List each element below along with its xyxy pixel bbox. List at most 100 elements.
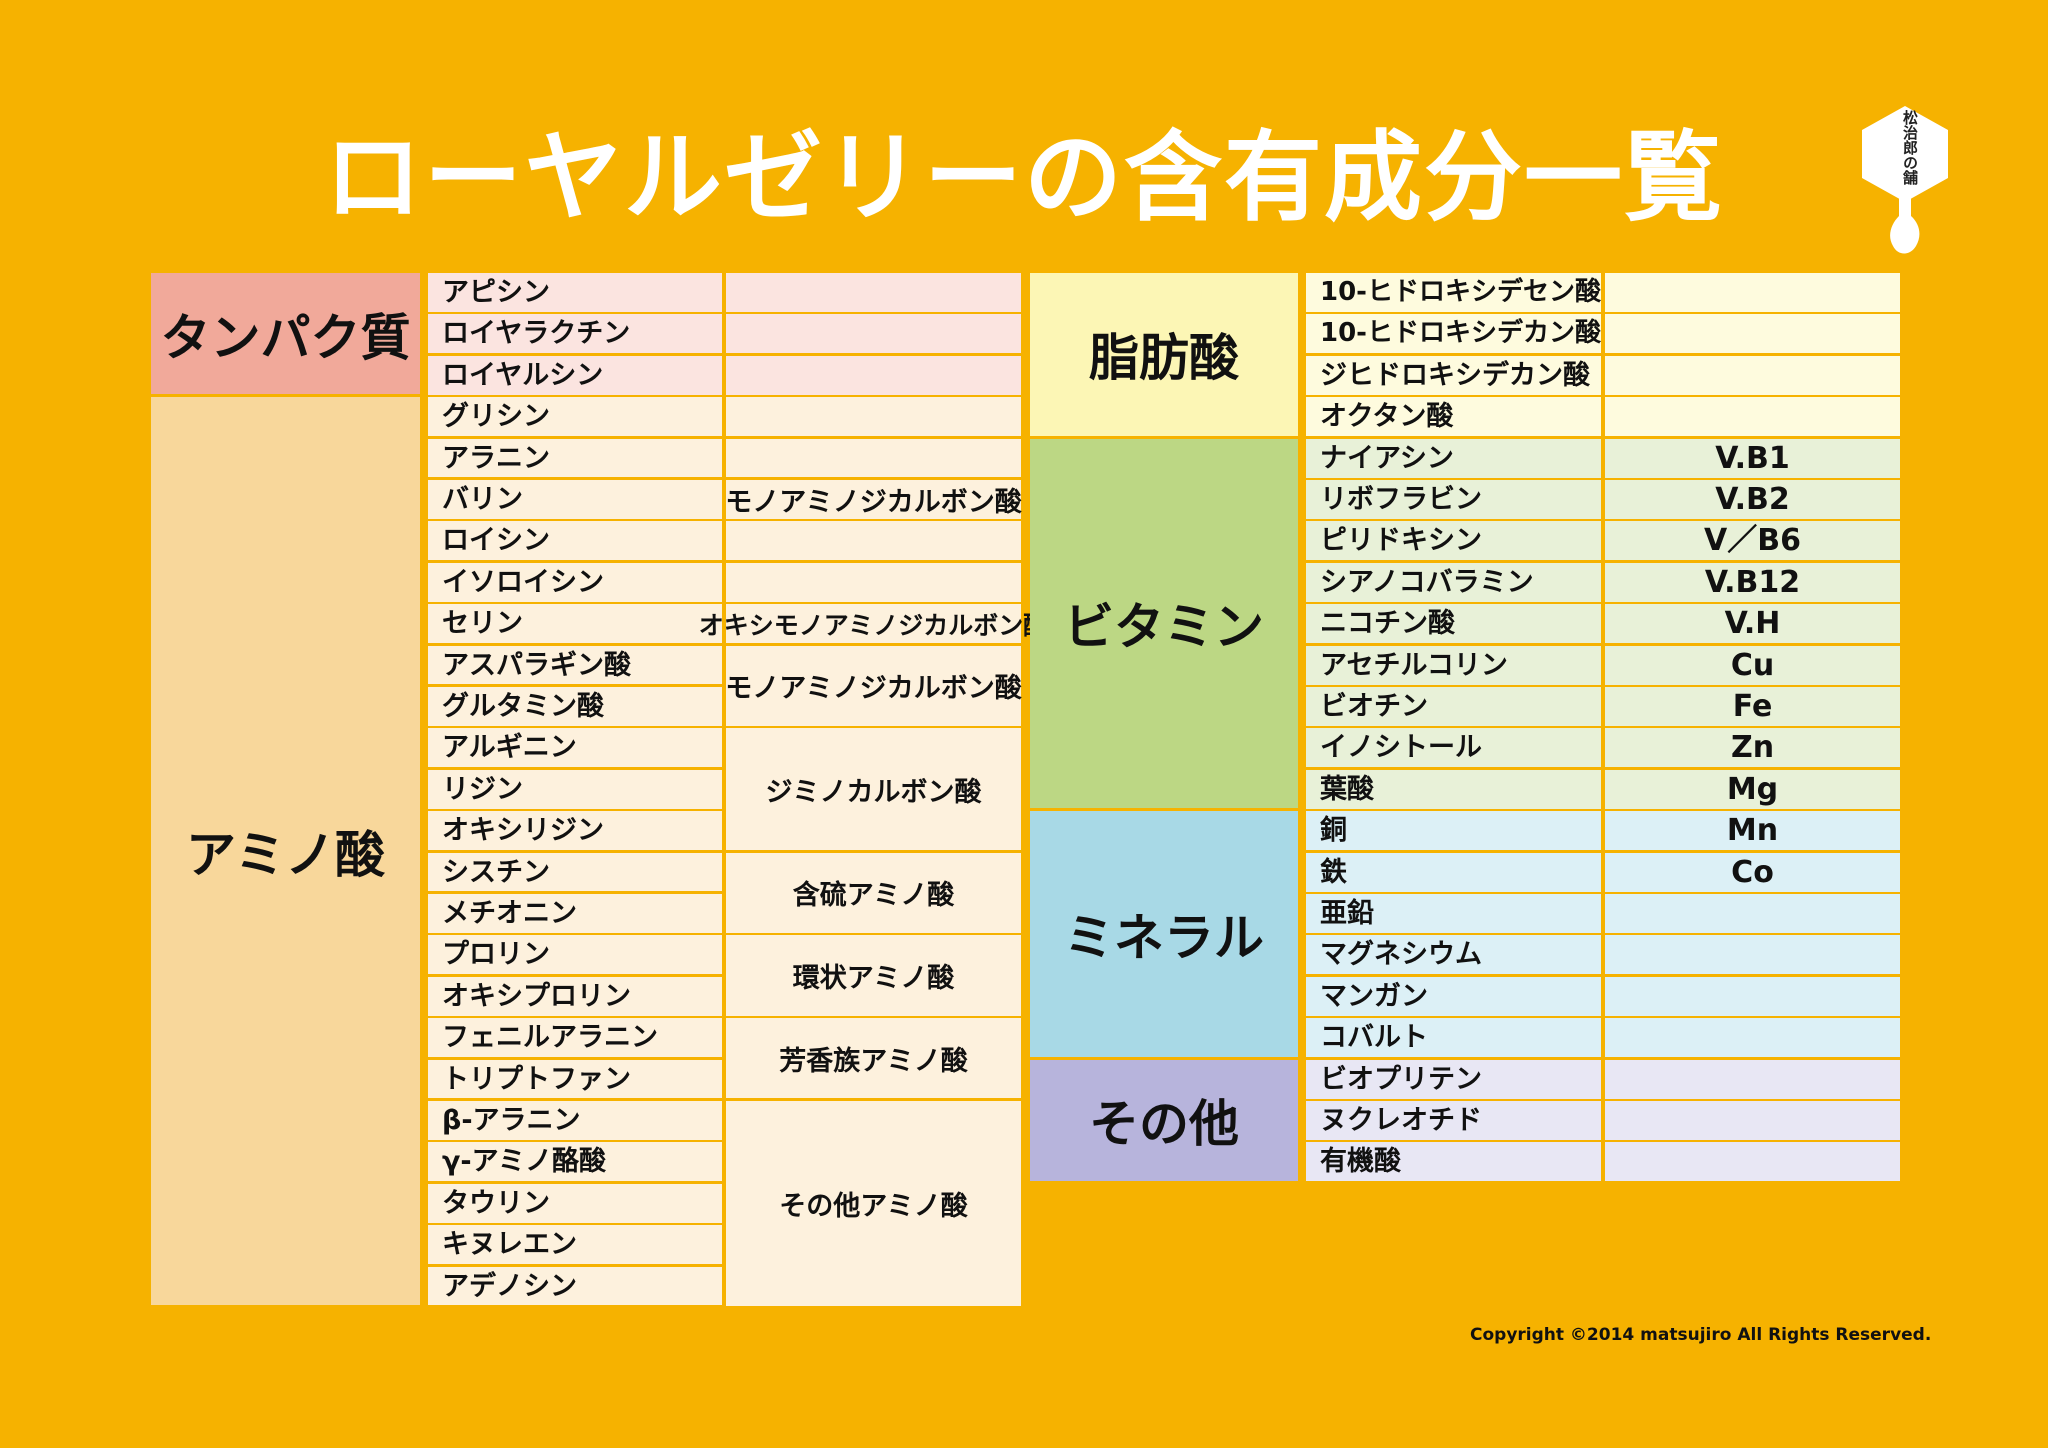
table-row: ピリドキシン V／B6 xyxy=(1306,521,1900,561)
table-row: アルギニン xyxy=(428,728,722,768)
component-name: グリシン xyxy=(442,401,550,433)
table-row: メチオニン xyxy=(428,894,722,933)
subgroup-cell xyxy=(726,438,1021,478)
component-value xyxy=(1605,397,1900,437)
component-name: リボフラビン xyxy=(1306,480,1601,519)
component-name: リジン xyxy=(442,773,523,805)
component-name: ロイシン xyxy=(442,525,550,557)
component-name: ロイヤルシン xyxy=(442,359,604,391)
component-name: フェニルアラニン xyxy=(442,1022,658,1054)
table-row: シスチン xyxy=(428,852,722,892)
table-row: プロリン xyxy=(428,935,722,975)
subgroup-label: モノアミノジカルボン酸 xyxy=(725,480,1022,519)
component-name: 銅 xyxy=(1306,811,1601,851)
subgroup-label: その他アミノ酸 xyxy=(726,1101,1021,1306)
table-row: ビオチン Fe xyxy=(1306,687,1900,726)
subgroup-label: ジミノカルボン酸 xyxy=(726,728,1021,851)
subgroup-cell xyxy=(726,355,1021,395)
component-name: ナイアシン xyxy=(1306,438,1601,478)
group-header-vitamin: ビタミン xyxy=(1030,438,1298,809)
table-row: 葉酸 Mg xyxy=(1306,769,1900,809)
subgroup-cell xyxy=(726,562,1021,602)
table-row: タウリン xyxy=(428,1183,722,1223)
subgroup-label: 含硫アミノ酸 xyxy=(726,852,1021,933)
table-row: キヌレエン xyxy=(428,1225,722,1265)
component-name: 10-ヒドロキシデカン酸 xyxy=(1306,314,1601,354)
component-value: Fe xyxy=(1605,687,1900,726)
table-row: 銅 Mn xyxy=(1306,811,1900,851)
subgroup-label: 環状アミノ酸 xyxy=(726,935,1021,1016)
table-row: 亜鉛 xyxy=(1306,894,1900,933)
table-row: シアノコバラミン V.B12 xyxy=(1306,562,1900,602)
table-row: オキシプロリン xyxy=(428,976,722,1016)
component-value: Cu xyxy=(1605,645,1900,685)
subgroup-label: 芳香族アミノ酸 xyxy=(726,1018,1021,1099)
table-row: 有機酸 xyxy=(1306,1142,1900,1182)
component-name: アラニン xyxy=(442,442,550,474)
component-name: アセチルコリン xyxy=(1306,645,1601,685)
component-value xyxy=(1605,894,1900,933)
component-name: イノシトール xyxy=(1306,728,1601,768)
group-header-amino-acid: アミノ酸 xyxy=(151,397,420,1305)
component-name: ニコチン酸 xyxy=(1306,604,1601,644)
table-row: ロイヤラクチン xyxy=(428,314,722,354)
component-name: ビオプリテン xyxy=(1306,1059,1601,1099)
component-name: バリン xyxy=(442,484,523,515)
table-row: フェニルアラニン xyxy=(428,1018,722,1058)
component-name: アデノシン xyxy=(442,1270,577,1302)
table-row: オキシリジン xyxy=(428,811,722,851)
subgroup-cell xyxy=(726,521,1021,561)
component-name: 葉酸 xyxy=(1306,769,1601,809)
table-row: グルタミン酸 xyxy=(428,687,722,726)
subgroup-label: オキシモノアミノジカルボン酸 xyxy=(699,604,1048,644)
component-name: 亜鉛 xyxy=(1306,894,1601,933)
component-name: γ-アミノ酪酸 xyxy=(442,1146,607,1178)
component-value xyxy=(1605,1018,1900,1058)
component-name: タウリン xyxy=(442,1187,550,1219)
honey-drop-logo xyxy=(1862,106,1948,254)
component-value: V.B1 xyxy=(1605,438,1900,478)
component-name: キヌレエン xyxy=(442,1229,577,1261)
subgroup-cell xyxy=(726,397,1021,437)
component-name: シスチン xyxy=(442,856,550,888)
component-value xyxy=(1605,314,1900,354)
component-name: 有機酸 xyxy=(1306,1142,1601,1182)
table-row: オクタン酸 xyxy=(1306,397,1900,437)
table-row: バリン xyxy=(428,480,722,519)
component-value xyxy=(1605,1101,1900,1140)
subgroup-label: モノアミノジカルボン酸 xyxy=(725,645,1022,726)
table-row: アスパラギン酸 xyxy=(428,645,722,685)
group-header-mineral: ミネラル xyxy=(1030,811,1298,1057)
table-row: ニコチン酸 V.H xyxy=(1306,604,1900,644)
component-name: ビオチン xyxy=(1306,687,1601,726)
table-row: リボフラビン V.B2 xyxy=(1306,480,1900,519)
component-value: V.B12 xyxy=(1605,562,1900,602)
component-name: β-アラニン xyxy=(442,1105,581,1136)
component-name: ピリドキシン xyxy=(1306,521,1601,561)
table-row: ビオプリテン xyxy=(1306,1059,1900,1099)
component-name: アスパラギン酸 xyxy=(442,649,631,681)
component-name: シアノコバラミン xyxy=(1306,562,1601,602)
component-name: マグネシウム xyxy=(1306,935,1601,975)
table-row: ロイヤルシン xyxy=(428,355,722,395)
table-row: 10-ヒドロキシデカン酸 xyxy=(1306,314,1900,354)
component-value: V／B6 xyxy=(1605,521,1900,561)
component-value: Co xyxy=(1605,852,1900,892)
table-row: イノシトール Zn xyxy=(1306,728,1900,768)
component-name: トリプトファン xyxy=(442,1063,631,1095)
component-value: Mg xyxy=(1605,769,1900,809)
component-name: オキシプロリン xyxy=(442,980,631,1012)
group-header-fatty-acid: 脂肪酸 xyxy=(1030,273,1298,436)
table-row: アデノシン xyxy=(428,1266,722,1306)
table-row: リジン xyxy=(428,769,722,809)
component-value xyxy=(1605,935,1900,975)
table-row: イソロイシン xyxy=(428,562,722,602)
component-name: セリン xyxy=(442,608,523,640)
table-row: γ-アミノ酪酸 xyxy=(428,1142,722,1182)
table-row: ジヒドロキシデカン酸 xyxy=(1306,355,1900,395)
table-row: ロイシン xyxy=(428,521,722,561)
component-value xyxy=(1605,1059,1900,1099)
component-name: メチオニン xyxy=(442,898,577,929)
table-row: アセチルコリン Cu xyxy=(1306,645,1900,685)
component-name: グルタミン酸 xyxy=(442,691,604,722)
